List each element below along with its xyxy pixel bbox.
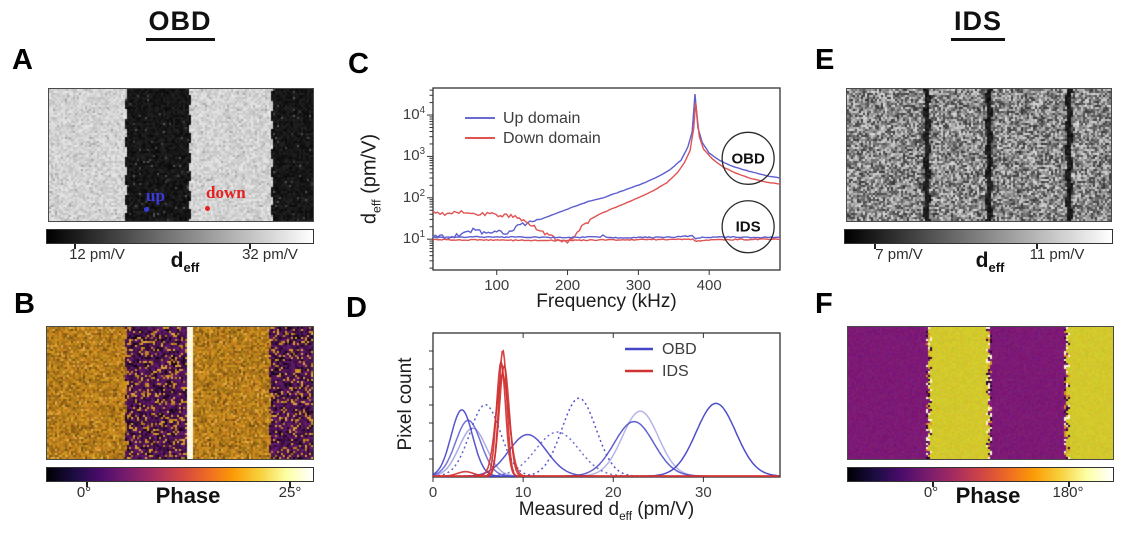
panel-a-image-frame: up down [48, 88, 314, 222]
panel-c-ylabel: deff (pm/V) [359, 134, 384, 224]
y-tick-label: 101 [402, 229, 425, 248]
colorbar-tick [289, 482, 292, 487]
panel-e-colorbar-max: 11 pm/V [1029, 246, 1085, 263]
plot-border [432, 87, 781, 271]
panel-f-image-frame [847, 326, 1114, 460]
y-tick-label: 102 [402, 187, 425, 206]
deff-histogram-chart: OBD IDS Measured deff (pm/V) Pixel count … [395, 332, 781, 523]
panel-c-label: C [348, 48, 369, 80]
panel-e-label: E [815, 44, 835, 76]
obd-phase-image [47, 327, 313, 459]
panel-e-colorbar-min: 7 pm/V [875, 246, 923, 263]
obd-curve-7 [433, 420, 780, 477]
panel-a-colorbar [46, 229, 314, 249]
deff-symbol: d [975, 249, 989, 272]
ids-curve-0 [433, 359, 780, 477]
panel-c-xlabel: Frequency (kHz) [536, 291, 677, 312]
deff-subscript: eff [183, 260, 200, 276]
frequency-sweep-chart: OBD IDS Up domain Down domain Frequency (kH… [359, 87, 781, 312]
x-tick-label: 30 [695, 484, 712, 501]
ids-deff-image [847, 89, 1111, 221]
obd-section-header: OBD [48, 6, 312, 41]
series-up-domain-ids- [432, 234, 781, 240]
panel-f-colorbar-title: Phase [955, 483, 1021, 508]
ylabel-units: (pm/V) [358, 133, 381, 200]
legend-label-0: Up domain [503, 110, 580, 127]
obd-deff-image [49, 89, 313, 221]
panel-e-colorbar-title: deff [976, 249, 1005, 275]
panel-e-colorbar [844, 229, 1113, 249]
xlabel-deff-sub: eff [619, 509, 632, 523]
ids-curve-2 [433, 363, 780, 477]
colorbar-tick [1035, 244, 1038, 249]
obd-curve-1 [432, 419, 780, 477]
panel-a-label: A [12, 44, 33, 76]
histogram-plot-area: OBD IDS [429, 332, 781, 482]
up-domain-marker-dot [144, 207, 149, 212]
colorbar-tick [873, 244, 876, 249]
panel-d-label: D [346, 292, 367, 324]
panel-a-colorbar-min: 12 pm/V [69, 246, 125, 263]
x-tick-label: 10 [514, 484, 532, 501]
colorbar-tick [73, 244, 76, 249]
series-down-domain-obd- [432, 102, 781, 244]
panel-f-colorbar-min: 0° [923, 484, 939, 501]
up-domain-annotation: up [146, 186, 165, 205]
panel-f-colorbar-max: 180° [1052, 484, 1084, 501]
annotation-circle-ids [721, 200, 775, 254]
x-tick-label: 200 [555, 277, 581, 294]
series-down-domain-ids- [432, 238, 781, 243]
panel-f-label: F [815, 288, 833, 320]
x-tick-label: 20 [604, 484, 622, 501]
panel-d-xlabel: Measured deff (pm/V) [433, 499, 780, 523]
deff-symbol: d [170, 249, 184, 272]
down-domain-marker-dot [205, 206, 210, 211]
annotation-circle-obd [721, 131, 775, 185]
annotation-text-obd: OBD [731, 150, 765, 167]
ids-header-text: IDS [950, 6, 1005, 41]
x-tick-label: 100 [484, 277, 510, 294]
panel-b-colorbar [46, 467, 314, 487]
panel-f-colorbar [847, 467, 1114, 487]
down-domain-annotation: down [206, 183, 246, 202]
colorbar-tick [248, 244, 251, 249]
panel-a-colorbar-max: 32 pm/V [242, 246, 298, 263]
panel-a-colorbar-title: deff [171, 249, 200, 275]
x-tick-label: 0 [428, 484, 438, 501]
legend-label-1: IDS [662, 363, 689, 380]
x-tick-label: 300 [625, 277, 651, 294]
annotation-text-ids: IDS [736, 219, 761, 236]
xlabel-measured-deff: Measured d [518, 499, 620, 520]
obd-header-text: OBD [145, 6, 215, 41]
panel-e-image-frame [846, 88, 1112, 222]
ylabel-deff: d [358, 213, 381, 225]
y-tick-label: 104 [402, 105, 425, 124]
colorbar-tick [932, 482, 934, 487]
legend-label-1: Down domain [503, 130, 601, 147]
ids-phase-image [848, 327, 1113, 459]
colorbar-tick [1067, 482, 1070, 487]
panel-b-label: B [14, 288, 35, 320]
x-tick-label: 400 [696, 277, 722, 294]
xlabel-units: (pm/V) [631, 499, 695, 520]
frequency-sweep-plot-area: OBD IDS Up domain Down domain [427, 87, 781, 275]
series-up-domain-obd- [432, 94, 781, 241]
ids-curve-3 [433, 373, 780, 477]
panel-b-colorbar-min: 0° [76, 484, 92, 501]
y-tick-label: 103 [402, 146, 425, 165]
legend-label-0: OBD [662, 341, 697, 358]
obd-curve-3 [432, 403, 780, 477]
panel-d-ylabel: Pixel count [395, 357, 416, 451]
deff-subscript: eff [988, 260, 1005, 276]
colorbar-tick [86, 482, 89, 487]
ids-section-header: IDS [846, 6, 1110, 41]
panel-b-colorbar-max: 25° [278, 484, 302, 501]
panel-b-image-frame [46, 326, 314, 460]
panel-b-colorbar-title: Phase [155, 483, 221, 508]
